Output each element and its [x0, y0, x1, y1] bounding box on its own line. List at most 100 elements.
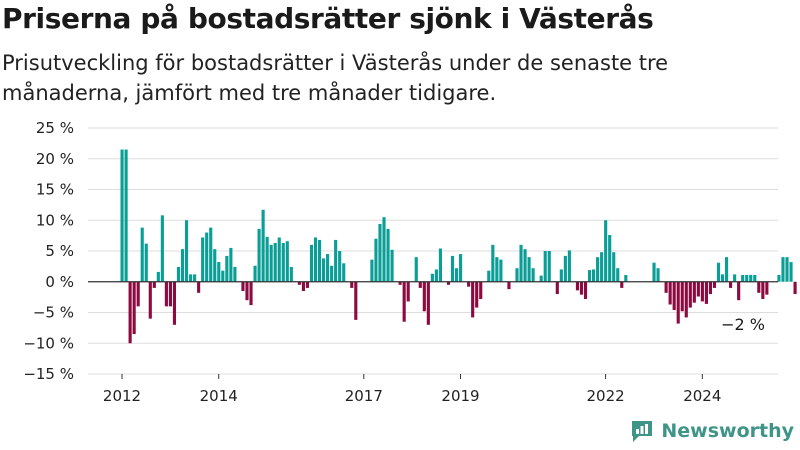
chart-bar — [245, 281, 249, 301]
x-tick-label: 2024 — [683, 387, 721, 405]
chart-bar — [164, 281, 168, 307]
chart-bar — [676, 281, 680, 324]
chart-bar — [539, 275, 543, 282]
chart-bar — [793, 281, 797, 295]
chart-bar — [712, 281, 717, 288]
chart-bar — [128, 281, 132, 344]
y-tick-label: 20 % — [36, 150, 74, 168]
chart-bar — [765, 281, 769, 295]
y-tick-label: −5 % — [33, 304, 74, 322]
chart-bar — [495, 257, 499, 282]
chart-bar — [233, 266, 237, 282]
chart-bar — [342, 263, 346, 282]
chart-bar — [575, 281, 580, 291]
chart-bar — [326, 254, 330, 282]
chart-bar — [499, 259, 503, 282]
chart-bar — [704, 281, 708, 304]
chart-bar — [587, 270, 592, 282]
chart-bar — [289, 266, 293, 282]
chart-bar — [555, 281, 559, 295]
chart-bar — [700, 281, 704, 302]
chart-bar — [515, 268, 519, 282]
chart-bar — [664, 281, 668, 293]
chart-bar — [430, 273, 434, 282]
chart-bar — [761, 281, 765, 299]
chart-bar — [680, 281, 684, 312]
chart-bar — [620, 281, 624, 288]
chart-bar — [168, 281, 172, 307]
chart-bar — [193, 274, 197, 282]
chart-bar — [438, 248, 442, 282]
chart-title: Priserna på bostadsrätter sjönk i Väster… — [2, 2, 654, 35]
chart-bar — [720, 274, 725, 282]
chart-bar — [330, 265, 334, 282]
chart-bar — [414, 257, 418, 282]
chart-bar — [378, 223, 382, 282]
y-tick-label: 10 % — [36, 211, 74, 229]
chart-bar — [265, 236, 269, 282]
chart-bar — [467, 281, 471, 287]
chart-bar — [225, 255, 229, 282]
chart-bar — [692, 281, 696, 303]
brand-name: Newsworthy — [661, 420, 794, 442]
chart-bar — [708, 281, 713, 295]
brand-logo[interactable]: Newsworthy — [629, 418, 794, 444]
chart-bar — [313, 237, 318, 282]
chart-bar — [172, 281, 177, 325]
chart-bar — [426, 281, 430, 325]
chart-bar — [753, 274, 757, 282]
chart-bar — [309, 244, 314, 282]
chart-bar — [789, 262, 793, 282]
latest-value-annotation: −2 % — [721, 315, 765, 334]
chart-bar — [402, 281, 406, 322]
chart-bar — [624, 274, 628, 282]
chart-bar — [184, 220, 189, 282]
chart-bar — [261, 209, 265, 282]
chart-bar — [652, 262, 656, 282]
y-tick-label: 15 % — [36, 181, 74, 199]
chart-bar — [600, 252, 604, 282]
chart-bar — [446, 281, 451, 285]
y-tick-label: 5 % — [45, 242, 74, 260]
chart-bar — [197, 281, 201, 293]
chart-bar — [547, 251, 551, 282]
chart-bar — [567, 250, 571, 282]
chart-bar — [563, 255, 567, 282]
chart-bar — [136, 281, 140, 307]
chart-bar — [322, 258, 326, 282]
chart-bar — [418, 281, 422, 288]
chart-subtitle: Prisutveckling för bostadsrätter i Väste… — [2, 51, 669, 105]
chart-bar — [612, 252, 616, 282]
x-tick-label: 2017 — [345, 387, 383, 405]
chart-bar — [382, 217, 386, 282]
chart-bar — [390, 249, 394, 282]
newsworthy-logo-icon — [632, 421, 653, 442]
chart-bar — [249, 281, 253, 306]
chart-bar — [386, 228, 390, 282]
y-tick-label: −10 % — [23, 334, 74, 352]
chart-bar — [583, 281, 588, 299]
chart-bar — [491, 244, 495, 282]
chart-bar — [334, 239, 338, 282]
chart-bar — [668, 281, 672, 305]
chart-bar — [205, 232, 209, 282]
chart-bar — [616, 268, 620, 282]
y-tick-label: 25 % — [36, 119, 74, 137]
chart-bar — [519, 244, 523, 282]
chart-bar — [281, 243, 285, 282]
x-tick-label: 2022 — [587, 387, 625, 405]
chart-bar — [338, 251, 342, 282]
chart-bar — [277, 237, 281, 282]
chart-bar — [745, 274, 749, 282]
chart-bar — [749, 274, 753, 282]
chart-bar — [120, 149, 124, 282]
chart-bar — [124, 149, 128, 282]
chart-bar — [475, 281, 479, 308]
chart-bar — [741, 274, 745, 282]
chart-bar — [241, 281, 245, 291]
chart-bar — [684, 281, 688, 318]
chart-bar — [406, 281, 410, 302]
chart-bar — [398, 281, 402, 285]
chart-bar — [696, 281, 700, 297]
chart-bar — [217, 262, 221, 282]
